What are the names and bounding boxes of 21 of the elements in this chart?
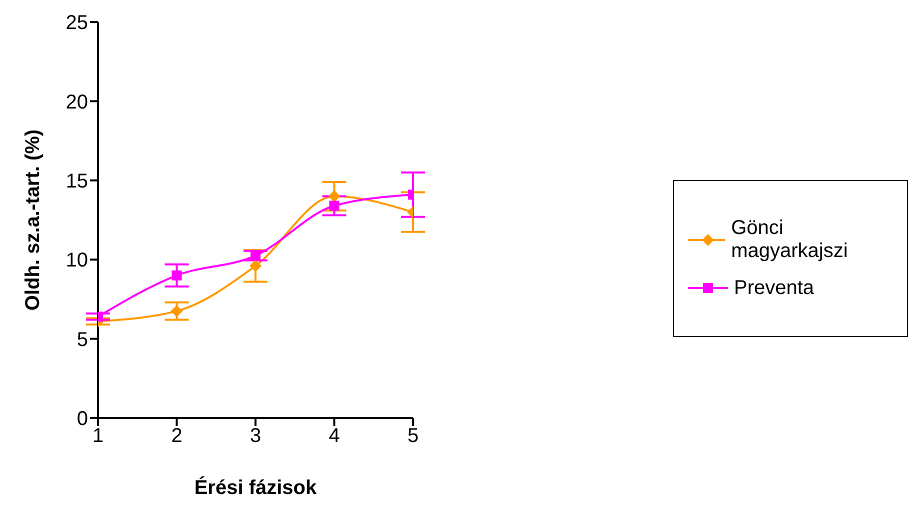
point: [170, 305, 183, 318]
x-tick-label: 2: [171, 425, 182, 448]
y-axis-title: Oldh. sz.a.-tart. (%): [22, 129, 44, 311]
y-tick-label: 20: [66, 91, 88, 114]
point: [328, 190, 340, 202]
point: [250, 260, 262, 272]
legend-label: Gönci magyarkajszi: [731, 216, 849, 262]
y-tick-label: 0: [76, 408, 88, 430]
legend-label: Preventa: [734, 276, 814, 300]
point: [329, 200, 340, 211]
x-tick-label: 5: [407, 425, 419, 448]
y-tick-label: 5: [76, 328, 88, 351]
y-tick-label: 10: [66, 250, 88, 272]
y-tick-label: 15: [66, 170, 88, 192]
point: [250, 250, 260, 261]
point: [172, 270, 182, 280]
x-tick-label: 4: [328, 425, 340, 448]
x-tick-label: 1: [92, 425, 104, 448]
y-tick-label: 25: [66, 12, 88, 34]
x-axis-title: Érési fázisok: [194, 476, 318, 499]
x-tick-label: 3: [250, 425, 262, 448]
